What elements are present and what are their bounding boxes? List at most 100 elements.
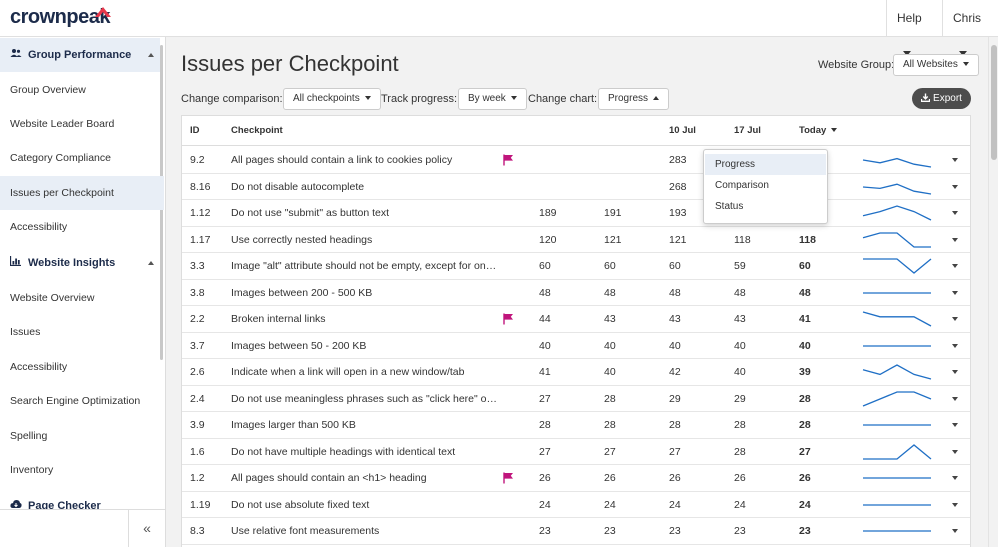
table-row[interactable]: 3.7 Images between 50 - 200 KB 40 40 40 40 40 — [182, 333, 970, 359]
table-row[interactable]: 1.12 Do not use "submit" as button text 18… — [182, 200, 970, 227]
sidebar-item-group-overview[interactable]: Group Overview — [0, 73, 164, 107]
cell-checkpoint: Do not use "submit" as button text — [231, 207, 390, 219]
cell-week-2: 191 — [604, 207, 622, 219]
table-row[interactable]: 1.2 All pages should contain an <h1> head… — [182, 465, 970, 492]
cell-10-jul: 24 — [669, 498, 681, 511]
row-expand-icon[interactable] — [952, 476, 958, 480]
row-expand-icon[interactable] — [952, 449, 958, 454]
menu-item-progress[interactable]: Progress — [705, 154, 826, 175]
collapse-caret-icon — [148, 53, 154, 57]
cell-week-1: 120 — [539, 233, 557, 246]
sidebar-item-inventory[interactable]: Inventory — [0, 453, 164, 487]
row-expand-icon[interactable] — [952, 158, 958, 162]
user-menu-button[interactable]: Chris — [942, 0, 998, 56]
sidebar-item-website-accessibility[interactable]: Accessibility — [0, 350, 164, 384]
cell-10-jul: 48 — [669, 286, 681, 299]
help-menu-button[interactable]: Help — [886, 0, 942, 56]
column-header-checkpoint[interactable]: Checkpoint — [231, 125, 283, 136]
table-row[interactable]: 2.6 Indicate when a link will open in a n… — [182, 359, 970, 386]
table-row[interactable]: 1.19 Do not use absolute fixed text 24 24 24… — [182, 492, 970, 518]
cell-17-jul: 28 — [734, 419, 746, 431]
table-row[interactable]: 3.3 Image "alt" attribute should not be e… — [182, 253, 970, 280]
cell-week-1: 23 — [539, 525, 551, 537]
row-expand-icon[interactable] — [952, 264, 958, 268]
cell-id: 1.12 — [190, 207, 211, 219]
chevron-down-icon — [903, 51, 911, 56]
trend-sparkline — [863, 503, 931, 506]
cell-week-1: 48 — [539, 286, 551, 299]
sidebar-section-group-performance[interactable]: Group Performance — [0, 38, 160, 72]
column-header-10-jul[interactable]: 10 Jul — [669, 125, 696, 136]
scrollbar-thumb[interactable] — [991, 45, 997, 160]
row-expand-icon[interactable] — [952, 184, 958, 189]
table-row[interactable]: 8.3 Use relative font measurements 23 23 23 2… — [182, 518, 970, 545]
table-row[interactable]: 3.9 Images larger than 500 KB 28 28 28 28 28 — [182, 412, 970, 439]
cell-10-jul: 193 — [669, 207, 687, 219]
cell-17-jul: 28 — [734, 445, 746, 458]
cell-id: 2.2 — [190, 313, 205, 325]
sidebar-item-category-compliance[interactable]: Category Compliance — [0, 141, 164, 175]
table-row[interactable]: 3.8 Images between 200 - 500 KB 48 48 48 48 48 — [182, 280, 970, 306]
cell-week-2: 24 — [604, 498, 616, 511]
sidebar-item-spelling[interactable]: Spelling — [0, 419, 164, 453]
sidebar-item-issues[interactable]: Issues — [0, 315, 164, 349]
sidebar-item-accessibility[interactable]: Accessibility — [0, 210, 164, 244]
menu-item-status[interactable]: Status — [715, 201, 744, 212]
cell-today: 28 — [799, 419, 811, 431]
row-expand-icon[interactable] — [952, 502, 958, 507]
sparkline-series — [862, 205, 932, 221]
change-comparison-dropdown[interactable]: All checkpoints — [283, 88, 381, 110]
sidebar-section-website-insights[interactable]: Website Insights — [0, 246, 160, 280]
cell-checkpoint: Images between 200 - 500 KB — [231, 286, 373, 299]
cell-17-jul: 26 — [734, 472, 746, 484]
trend-sparkline — [863, 291, 931, 294]
cell-17-jul: 24 — [734, 498, 746, 511]
column-header-id[interactable]: ID — [190, 125, 200, 136]
chart-icon — [9, 247, 22, 281]
cell-checkpoint: Do not use meaningless phrases such as "… — [231, 392, 499, 405]
cell-week-1: 24 — [539, 498, 551, 511]
row-expand-icon[interactable] — [952, 529, 958, 533]
cell-10-jul: 268 — [669, 180, 687, 193]
logo-text: crownpeak — [10, 6, 110, 28]
export-button[interactable]: Export — [912, 88, 971, 109]
cell-checkpoint: All pages should contain a link to cooki… — [231, 154, 453, 166]
row-expand-icon[interactable] — [952, 370, 958, 374]
flag-icon — [503, 472, 513, 484]
crownpeak-logo[interactable]: crownpeak — [10, 6, 111, 29]
row-expand-icon[interactable] — [952, 290, 958, 295]
row-expand-icon[interactable] — [952, 211, 958, 215]
row-expand-icon[interactable] — [952, 396, 958, 401]
website-group-dropdown[interactable]: All Websites — [893, 54, 979, 76]
website-group-value: All Websites — [903, 59, 958, 70]
collapse-sidebar-button[interactable]: « — [128, 510, 165, 547]
column-header-17-jul[interactable]: 17 Jul — [734, 125, 761, 136]
row-expand-icon[interactable] — [952, 423, 958, 427]
sidebar-item-website-leader-board[interactable]: Website Leader Board — [0, 107, 164, 141]
sparkline-series — [862, 157, 932, 168]
table-row[interactable]: 9.2 All pages should contain a link to co… — [182, 147, 970, 174]
cell-10-jul: 121 — [669, 233, 687, 246]
table-row[interactable]: 1.6 Do not have multiple headings with id… — [182, 439, 970, 465]
cell-week-2: 40 — [604, 339, 616, 352]
row-expand-icon[interactable] — [952, 317, 958, 321]
table-row[interactable]: 2.2 Broken internal links 44 43 43 43 41 — [182, 306, 970, 333]
track-progress-dropdown[interactable]: By week — [458, 88, 527, 110]
change-chart-dropdown[interactable]: Progress — [598, 88, 670, 110]
page-scrollbar[interactable] — [988, 37, 998, 547]
row-expand-icon[interactable] — [952, 237, 958, 242]
menu-item-comparison[interactable]: Comparison — [715, 180, 769, 191]
cell-17-jul: 29 — [734, 392, 746, 405]
table-row[interactable]: 2.4 Do not use meaningless phrases such a… — [182, 386, 970, 412]
sidebar-item-issues-per-checkpoint[interactable]: Issues per Checkpoint — [0, 176, 164, 210]
sidebar-item-website-overview[interactable]: Website Overview — [0, 281, 164, 315]
users-icon — [10, 39, 22, 73]
column-header-today[interactable]: Today — [799, 116, 838, 146]
row-expand-icon[interactable] — [952, 343, 958, 348]
cell-id: 3.9 — [190, 419, 205, 431]
sidebar-item-seo[interactable]: Search Engine Optimization — [0, 384, 164, 418]
sparkline-series — [863, 258, 932, 274]
cell-id: 8.3 — [190, 525, 205, 537]
table-row[interactable]: 1.17 Use correctly nested headings 120 121 1… — [182, 227, 970, 253]
